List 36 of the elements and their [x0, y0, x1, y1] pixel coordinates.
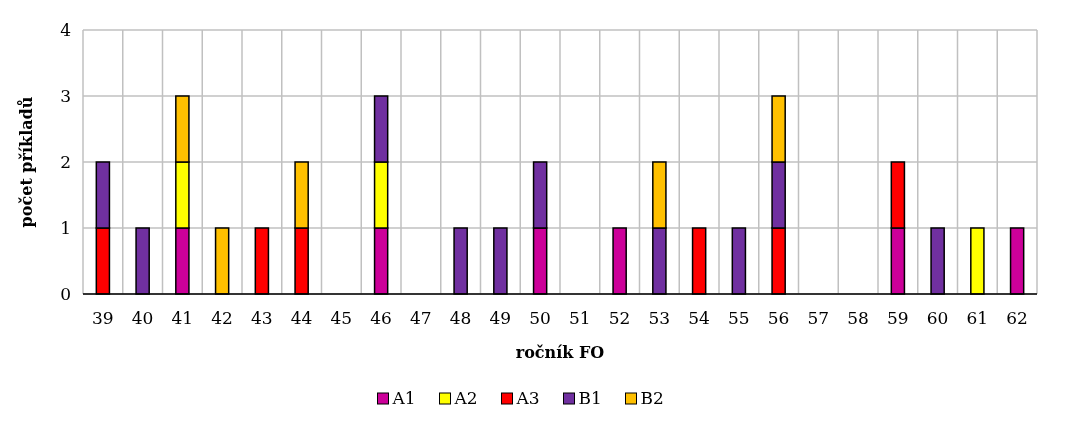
- x-tick-label: 59: [887, 308, 909, 328]
- x-tick-label: 39: [92, 308, 114, 328]
- x-tick-label: 55: [728, 308, 750, 328]
- x-tick-label: 61: [966, 308, 989, 328]
- x-tick-label: 45: [330, 308, 353, 328]
- x-tick-label: 49: [489, 308, 512, 328]
- y-tick-label: 4: [60, 19, 71, 40]
- x-tick-label: 56: [767, 308, 790, 328]
- x-tick-label: 48: [449, 308, 472, 328]
- y-tick-label: 1: [60, 217, 71, 238]
- legend-label: A3: [515, 388, 540, 408]
- x-axis-title: ročník FO: [515, 343, 605, 362]
- legend-label: A2: [453, 388, 478, 408]
- x-tick-label: 52: [608, 308, 631, 328]
- x-tick-label: 42: [211, 308, 233, 328]
- x-tick-label: 47: [410, 308, 432, 328]
- x-tick-label: 58: [847, 308, 869, 328]
- x-tick-label: 60: [926, 308, 949, 328]
- x-tick-label: 54: [688, 308, 710, 328]
- x-tick-label: 41: [171, 308, 194, 328]
- legend-label: B1: [578, 388, 602, 408]
- y-axis-title: počet příkladů: [16, 96, 36, 228]
- x-tick-label: 62: [1006, 308, 1028, 328]
- legend-label: B2: [640, 388, 664, 408]
- x-tick-label: 53: [648, 308, 671, 328]
- x-tick-label: 57: [807, 308, 830, 328]
- y-tick-label: 0: [60, 283, 71, 304]
- x-tick-label: 44: [290, 308, 313, 328]
- x-tick-label: 46: [370, 308, 392, 328]
- y-tick-label: 2: [60, 151, 71, 172]
- x-tick-label: 51: [569, 308, 591, 328]
- x-tick-label: 43: [251, 308, 273, 328]
- y-tick-label: 3: [60, 85, 71, 106]
- x-tick-label: 50: [529, 308, 551, 328]
- legend-label: A1: [391, 388, 416, 408]
- x-tick-label: 40: [131, 308, 154, 328]
